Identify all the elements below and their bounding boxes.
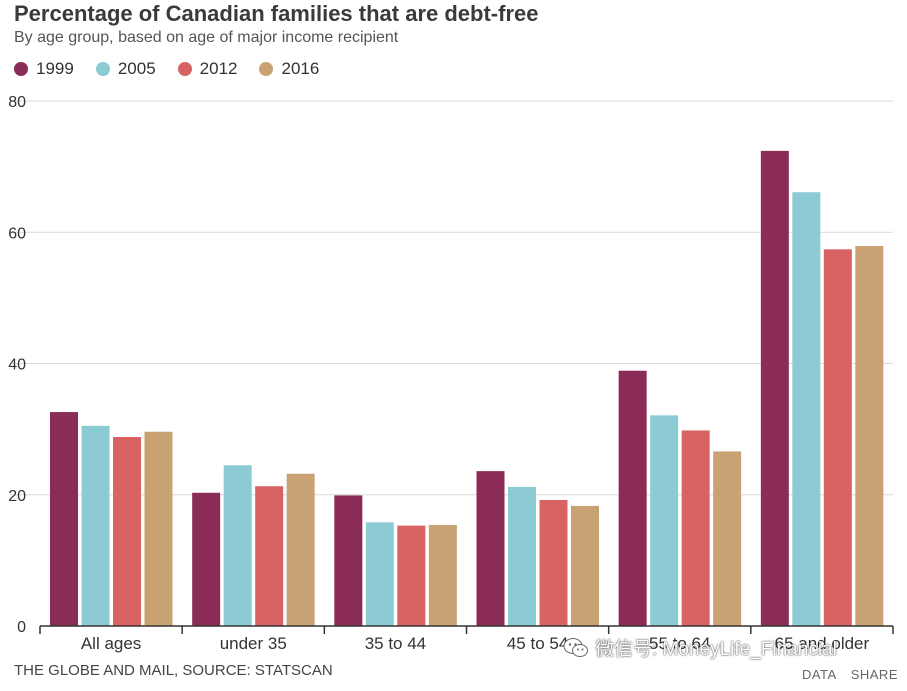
legend-swatch-1999: [14, 62, 28, 76]
bar: [113, 437, 141, 626]
chart-actions: DATA SHARE: [802, 667, 898, 682]
bar: [223, 465, 252, 626]
bar: [713, 451, 742, 626]
legend-item-2012: 2012: [177, 59, 238, 79]
bar: [855, 246, 884, 626]
legend-label-2012: 2012: [199, 59, 238, 78]
x-tick-label: All ages: [81, 634, 141, 653]
chart-subtitle: By age group, based on age of major inco…: [14, 29, 399, 46]
x-tick-label: under 35: [220, 634, 287, 653]
y-tick-label: 0: [17, 619, 26, 636]
legend-item-2016: 2016: [259, 59, 319, 79]
bar: [760, 150, 789, 626]
bar: [50, 412, 78, 626]
x-tick-label: 65 and older: [775, 634, 870, 653]
wechat-icon: [563, 637, 588, 657]
bar: [571, 505, 599, 626]
legend-item-1999: 1999: [14, 59, 74, 79]
x-tick-label: 35 to 44: [365, 634, 426, 653]
bar: [508, 486, 536, 626]
bar: [618, 370, 647, 626]
data-button[interactable]: DATA: [801, 667, 837, 682]
bar: [365, 522, 394, 626]
watermark-text: 微信号: MoneyLife_Financial: [595, 639, 837, 660]
bar: [192, 492, 221, 626]
bar: [792, 192, 821, 626]
bar: [650, 415, 679, 626]
source-credit: THE GLOBE AND MAIL, SOURCE: STATSCAN: [14, 662, 333, 679]
legend-label-1999: 1999: [36, 59, 74, 78]
legend-label-2016: 2016: [281, 59, 320, 78]
bar: [823, 249, 852, 626]
share-button[interactable]: SHARE: [850, 667, 898, 682]
legend-swatch-2012: [177, 62, 192, 76]
chart-title: Percentage of Canadian families that are…: [14, 1, 539, 26]
y-tick-label: 60: [8, 225, 26, 242]
y-tick-label: 80: [8, 94, 26, 111]
bar: [144, 431, 173, 626]
y-tick-label: 40: [8, 357, 26, 374]
bar: [681, 430, 710, 626]
bar: [255, 486, 284, 626]
legend-item-2005: 2005: [95, 59, 156, 79]
bar: [539, 500, 568, 626]
x-tick-label: 45 to 54: [507, 634, 568, 653]
bar: [397, 525, 426, 626]
bar: [476, 471, 505, 626]
x-tick-label: 55 to 64: [649, 634, 710, 653]
bar: [286, 473, 315, 626]
legend-swatch-2005: [95, 62, 110, 76]
legend-swatch-2016: [259, 62, 274, 76]
bar: [334, 495, 363, 626]
bar: [428, 524, 457, 626]
watermark: 微信号: MoneyLife_Financial: [563, 634, 837, 661]
bar: [81, 425, 110, 626]
legend: 1999 2005 2012 2016: [14, 59, 319, 79]
legend-label-2005: 2005: [117, 59, 156, 78]
y-tick-label: 20: [8, 488, 26, 505]
